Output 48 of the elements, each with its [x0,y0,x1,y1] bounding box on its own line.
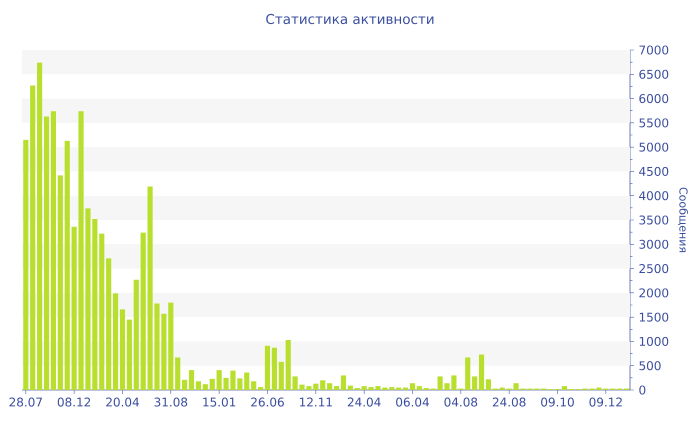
bar [368,387,374,390]
bar [478,354,484,390]
y-tick-label: 500 [639,361,661,370]
bar [410,383,416,390]
y-tick-label: 3500 [639,215,668,225]
bar [154,304,160,390]
x-tick-label: 24.08 [492,398,526,407]
x-tick-label: 15.01 [203,398,236,407]
y-tick-label: 6500 [639,70,668,79]
y-tick-label: 2000 [639,288,668,298]
bar [78,111,84,390]
x-tick-label: 04.08 [444,398,478,407]
x-tick-label: 20.04 [106,398,139,407]
x-tick-label: 24.04 [348,398,381,407]
bar [334,386,340,390]
bar [188,370,194,390]
y-tick-label: 4000 [639,191,668,200]
bar [223,378,229,390]
x-tick-label: 09.12 [589,398,622,407]
bar [44,116,50,390]
y-tick-label: 4500 [639,166,668,176]
bar [120,309,126,390]
y-tick-label: 1500 [640,312,668,322]
y-axis-title: Сообщения [678,188,688,252]
chart-title: Статистика активности [266,14,434,24]
bar [264,346,270,390]
x-tick-label: 31.08 [154,398,188,407]
y-tick-label: 2500 [639,264,668,274]
y-tick-label: 5500 [639,118,668,128]
bar [230,370,236,390]
x-tick-label: 09.10 [541,398,574,407]
x-tick-label: 26.06 [251,398,284,407]
x-tick-label: 12.11 [300,398,332,406]
y-tick-label: 1000 [640,336,668,346]
x-tick-label: 06.04 [396,398,429,407]
bar [299,384,305,390]
y-tick-label: 0 [639,385,646,395]
x-tick-label: 08.12 [58,398,90,407]
bar [444,383,450,390]
bar [340,375,346,390]
y-tick-label: 7000 [640,45,668,55]
x-tick-label: 28.07 [9,398,42,407]
y-tick-label: 6000 [639,94,668,104]
y-tick-label: 5000 [639,142,668,152]
bar [375,386,381,390]
y-tick-label: 3000 [639,240,668,249]
bar [486,379,492,390]
bar [85,208,91,390]
